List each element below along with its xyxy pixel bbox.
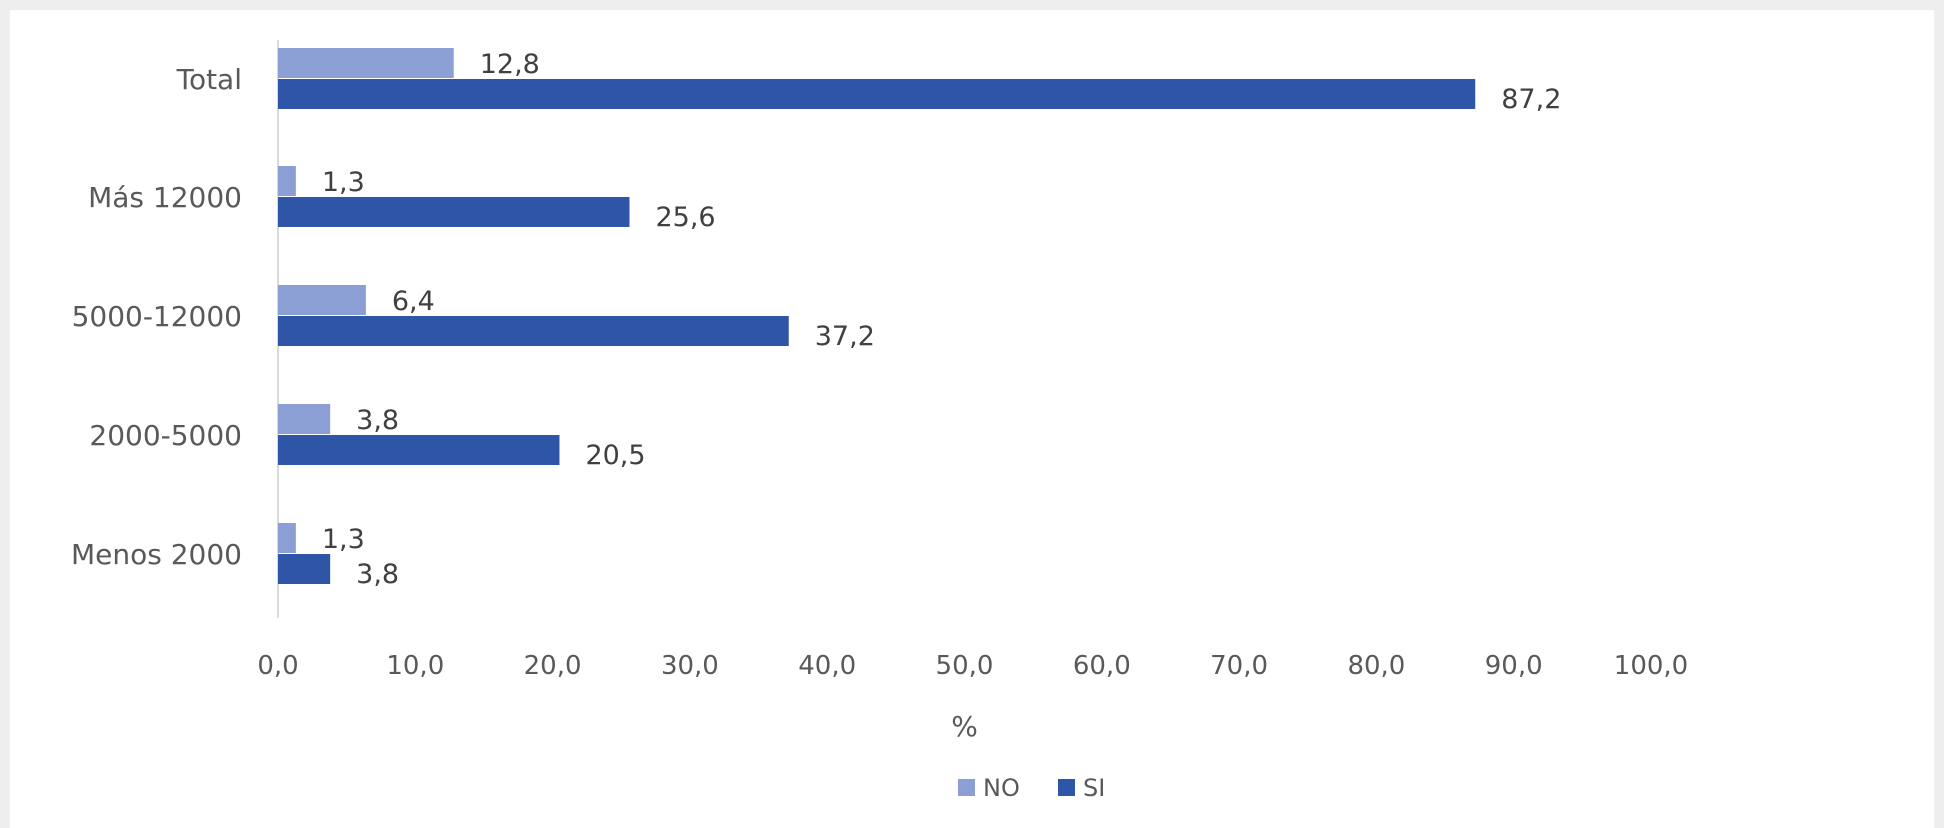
x-tick-label: 100,0 xyxy=(1614,651,1688,681)
category-label: 2000-5000 xyxy=(89,419,242,452)
data-label-no: 6,4 xyxy=(392,286,435,317)
x-tick-label: 90,0 xyxy=(1485,651,1543,681)
data-label-si: 20,5 xyxy=(585,440,645,471)
x-tick-label: 50,0 xyxy=(936,651,994,681)
data-label-no: 1,3 xyxy=(322,167,365,198)
data-label-si: 37,2 xyxy=(815,321,875,352)
legend-label-no: NO xyxy=(983,774,1020,802)
category-label: Menos 2000 xyxy=(71,538,242,571)
data-label-si: 87,2 xyxy=(1501,84,1561,115)
x-tick-label: 60,0 xyxy=(1073,651,1131,681)
bar-si xyxy=(278,316,789,346)
bar-si xyxy=(278,554,331,584)
x-tick-label: 70,0 xyxy=(1210,651,1268,681)
x-tick-label: 30,0 xyxy=(661,651,719,681)
x-axis-title: % xyxy=(951,710,978,743)
bar-si xyxy=(278,197,630,227)
chart-panel xyxy=(10,10,1934,828)
x-tick-label: 10,0 xyxy=(386,651,444,681)
bar-no xyxy=(278,523,296,553)
category-label: Total xyxy=(176,63,242,96)
category-label: 5000-12000 xyxy=(72,300,242,333)
category-label: Más 12000 xyxy=(88,181,242,214)
x-tick-label: 20,0 xyxy=(524,651,582,681)
x-tick-label: 40,0 xyxy=(798,651,856,681)
data-label-si: 25,6 xyxy=(655,202,715,233)
bar-no xyxy=(278,166,296,196)
legend-label-si: SI xyxy=(1083,774,1105,802)
data-label-si: 3,8 xyxy=(356,559,399,590)
data-label-no: 12,8 xyxy=(480,49,540,80)
bar-si xyxy=(278,79,1476,109)
x-tick-label: 0,0 xyxy=(257,651,298,681)
data-label-no: 3,8 xyxy=(356,405,399,436)
data-label-no: 1,3 xyxy=(322,524,365,555)
bar-no xyxy=(278,48,454,78)
bar-no xyxy=(278,404,331,434)
legend-swatch-no xyxy=(958,779,975,796)
x-tick-label: 80,0 xyxy=(1347,651,1405,681)
legend-swatch-si xyxy=(1058,779,1075,796)
bar-si xyxy=(278,435,560,465)
bar-no xyxy=(278,285,366,315)
